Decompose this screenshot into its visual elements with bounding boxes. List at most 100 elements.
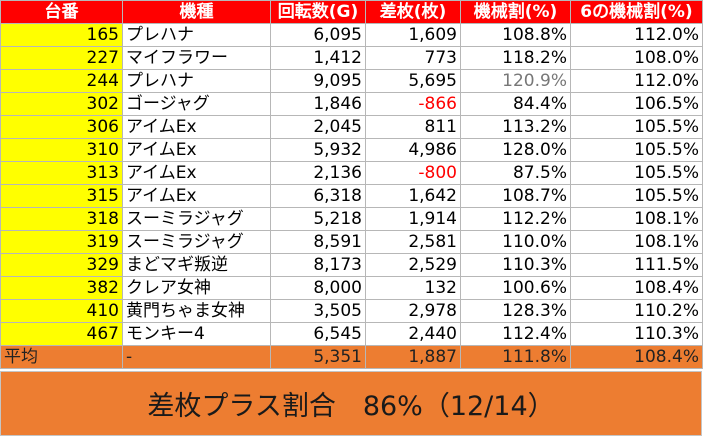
- machine-name-cell[interactable]: モンキー4: [122, 322, 271, 346]
- coin-diff-cell[interactable]: 132: [365, 276, 461, 300]
- machine-number-cell[interactable]: 310: [0, 138, 123, 162]
- payout-rate-cell[interactable]: 118.2%: [460, 46, 571, 70]
- machine-name-cell[interactable]: スーミラジャグ: [122, 207, 271, 231]
- payout-rate-cell[interactable]: 120.9%: [460, 69, 571, 93]
- machine-number-cell[interactable]: 329: [0, 253, 123, 277]
- spins-cell[interactable]: 2,136: [270, 161, 366, 185]
- machine-name-cell[interactable]: まどマギ叛逆: [122, 253, 271, 277]
- payout-rate-cell[interactable]: 87.5%: [460, 161, 571, 185]
- coin-diff-cell[interactable]: 2,440: [365, 322, 461, 346]
- machine-number-cell[interactable]: 315: [0, 184, 123, 208]
- machine-number-cell[interactable]: 382: [0, 276, 123, 300]
- spins-cell[interactable]: 6,095: [270, 23, 366, 47]
- coin-diff-cell[interactable]: 1,914: [365, 207, 461, 231]
- payout-rate-cell[interactable]: 110.0%: [460, 230, 571, 254]
- setting6-rate-cell[interactable]: 112.0%: [570, 69, 703, 93]
- spins-cell[interactable]: 3,505: [270, 299, 366, 323]
- spins-cell[interactable]: 2,045: [270, 115, 366, 139]
- average-diff-cell[interactable]: 1,887: [365, 345, 461, 369]
- coin-diff-cell[interactable]: 1,642: [365, 184, 461, 208]
- setting6-rate-cell[interactable]: 110.3%: [570, 322, 703, 346]
- payout-rate-cell[interactable]: 110.3%: [460, 253, 571, 277]
- payout-rate-cell[interactable]: 128.3%: [460, 299, 571, 323]
- setting6-rate-cell[interactable]: 108.0%: [570, 46, 703, 70]
- spins-cell[interactable]: 5,218: [270, 207, 366, 231]
- spins-cell[interactable]: 1,846: [270, 92, 366, 116]
- payout-rate-cell[interactable]: 108.7%: [460, 184, 571, 208]
- spins-cell[interactable]: 8,000: [270, 276, 366, 300]
- header-cell-machine-type[interactable]: 機種: [122, 0, 271, 24]
- payout-rate-cell[interactable]: 100.6%: [460, 276, 571, 300]
- coin-diff-cell[interactable]: 811: [365, 115, 461, 139]
- setting6-rate-cell[interactable]: 112.0%: [570, 23, 703, 47]
- machine-number-cell[interactable]: 306: [0, 115, 123, 139]
- payout-rate-cell[interactable]: 112.2%: [460, 207, 571, 231]
- setting6-rate-cell[interactable]: 105.5%: [570, 115, 703, 139]
- machine-name-cell[interactable]: アイムEx: [122, 138, 271, 162]
- machine-name-cell[interactable]: アイムEx: [122, 184, 271, 208]
- table-row: 382 クレア女神 8,000 132 100.6% 108.4%: [0, 276, 703, 300]
- header-cell-spins[interactable]: 回転数(G): [270, 0, 366, 24]
- machine-name-cell[interactable]: クレア女神: [122, 276, 271, 300]
- setting6-rate-cell[interactable]: 105.5%: [570, 138, 703, 162]
- table-row: 318 スーミラジャグ 5,218 1,914 112.2% 108.1%: [0, 207, 703, 231]
- coin-diff-cell[interactable]: 4,986: [365, 138, 461, 162]
- coin-diff-cell[interactable]: 2,978: [365, 299, 461, 323]
- setting6-rate-cell[interactable]: 106.5%: [570, 92, 703, 116]
- setting6-rate-cell[interactable]: 108.1%: [570, 207, 703, 231]
- machine-number-cell[interactable]: 318: [0, 207, 123, 231]
- machine-name-cell[interactable]: スーミラジャグ: [122, 230, 271, 254]
- spins-cell[interactable]: 6,545: [270, 322, 366, 346]
- machine-number-cell[interactable]: 410: [0, 299, 123, 323]
- average-spins-cell[interactable]: 5,351: [270, 345, 366, 369]
- machine-name-cell[interactable]: アイムEx: [122, 161, 271, 185]
- machine-name-cell[interactable]: プレハナ: [122, 23, 271, 47]
- coin-diff-cell[interactable]: -800: [365, 161, 461, 185]
- machine-number-cell[interactable]: 227: [0, 46, 123, 70]
- payout-rate-cell[interactable]: 108.8%: [460, 23, 571, 47]
- machine-number-cell[interactable]: 467: [0, 322, 123, 346]
- coin-diff-cell[interactable]: 773: [365, 46, 461, 70]
- machine-name-cell[interactable]: マイフラワー: [122, 46, 271, 70]
- payout-rate-cell[interactable]: 112.4%: [460, 322, 571, 346]
- machine-name-cell[interactable]: ゴージャグ: [122, 92, 271, 116]
- average-label-cell[interactable]: 平均: [0, 345, 123, 369]
- machine-number-cell[interactable]: 165: [0, 23, 123, 47]
- average-rate6-cell[interactable]: 108.4%: [570, 345, 703, 369]
- coin-diff-cell[interactable]: 1,609: [365, 23, 461, 47]
- spins-cell[interactable]: 8,591: [270, 230, 366, 254]
- machine-name-cell[interactable]: 黄門ちゃま女神: [122, 299, 271, 323]
- setting6-rate-cell[interactable]: 110.2%: [570, 299, 703, 323]
- coin-diff-cell[interactable]: 5,695: [365, 69, 461, 93]
- machine-number-cell[interactable]: 313: [0, 161, 123, 185]
- machine-name-cell[interactable]: プレハナ: [122, 69, 271, 93]
- setting6-rate-cell[interactable]: 111.5%: [570, 253, 703, 277]
- machine-number-cell[interactable]: 302: [0, 92, 123, 116]
- setting6-rate-cell[interactable]: 108.1%: [570, 230, 703, 254]
- machine-number-cell[interactable]: 319: [0, 230, 123, 254]
- setting6-rate-cell[interactable]: 108.4%: [570, 276, 703, 300]
- payout-rate-cell[interactable]: 128.0%: [460, 138, 571, 162]
- header-cell-machine-number[interactable]: 台番: [0, 0, 123, 24]
- spins-cell[interactable]: 1,412: [270, 46, 366, 70]
- spins-cell[interactable]: 5,932: [270, 138, 366, 162]
- spins-cell[interactable]: 6,318: [270, 184, 366, 208]
- machine-name-cell[interactable]: アイムEx: [122, 115, 271, 139]
- payout-rate-cell[interactable]: 84.4%: [460, 92, 571, 116]
- header-cell-setting6-rate[interactable]: 6の機械割(%): [570, 0, 703, 24]
- spins-cell[interactable]: 8,173: [270, 253, 366, 277]
- header-cell-payout-rate[interactable]: 機械割(%): [460, 0, 571, 24]
- coin-diff-cell[interactable]: -866: [365, 92, 461, 116]
- setting6-rate-cell[interactable]: 105.5%: [570, 161, 703, 185]
- summary-text: 差枚プラス割合 86%（12/14）: [147, 391, 555, 422]
- coin-diff-cell[interactable]: 2,581: [365, 230, 461, 254]
- summary-banner[interactable]: 差枚プラス割合 86%（12/14）: [0, 371, 702, 436]
- payout-rate-cell[interactable]: 113.2%: [460, 115, 571, 139]
- spins-cell[interactable]: 9,095: [270, 69, 366, 93]
- coin-diff-cell[interactable]: 2,529: [365, 253, 461, 277]
- header-cell-coin-diff[interactable]: 差枚(枚): [365, 0, 461, 24]
- average-machine-cell[interactable]: -: [122, 345, 271, 369]
- setting6-rate-cell[interactable]: 105.5%: [570, 184, 703, 208]
- average-rate-cell[interactable]: 111.8%: [460, 345, 571, 369]
- machine-number-cell[interactable]: 244: [0, 69, 123, 93]
